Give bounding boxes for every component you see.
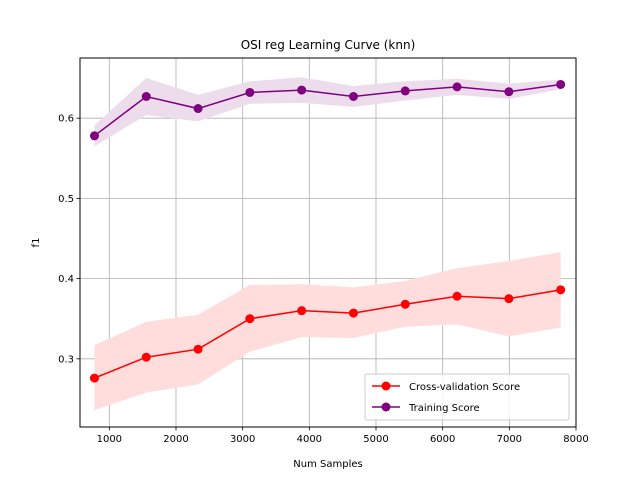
x-tick-label: 3000 <box>230 434 255 445</box>
cross-validation-score-point <box>141 352 151 362</box>
cross-validation-score-point <box>193 344 203 354</box>
legend-label-training: Training Score <box>408 403 480 414</box>
y-axis-label: f1 <box>31 238 42 248</box>
cross-validation-score-point <box>348 308 358 318</box>
cross-validation-score-point <box>297 306 307 316</box>
legend: Cross-validation Score Training Score <box>364 373 570 421</box>
cross-validation-score-point <box>504 294 514 304</box>
y-tick-label: 0.4 <box>58 274 74 285</box>
cross-validation-score-point <box>452 291 462 301</box>
x-tick-label: 1000 <box>97 434 122 445</box>
y-tick-label: 0.5 <box>58 194 74 205</box>
plot-area <box>79 57 577 428</box>
legend-marker-training <box>381 402 391 412</box>
cross-validation-score-point <box>89 373 99 383</box>
x-tick-label: 5000 <box>363 434 388 445</box>
training-score-point <box>452 82 462 92</box>
training-score-point <box>297 85 307 95</box>
y-tick-label: 0.6 <box>58 114 74 125</box>
series-lines <box>94 83 561 379</box>
training-score-point <box>141 92 151 102</box>
training-score-point <box>193 104 203 114</box>
x-tick-label: 7000 <box>497 434 522 445</box>
cross-validation-score-point <box>400 299 410 309</box>
score-bands <box>94 77 561 411</box>
training-score-point <box>245 87 255 97</box>
legend-box <box>364 373 570 421</box>
legend-label-cross-validation: Cross-validation Score <box>409 382 520 393</box>
y-tick-label: 0.3 <box>58 354 74 365</box>
y-axis-ticks: 0.3 0.4 0.5 0.6 <box>58 114 80 365</box>
training-score-point <box>89 131 99 141</box>
x-axis-label: Num Samples <box>293 459 362 470</box>
x-tick-label: 4000 <box>297 434 322 445</box>
training-score-point <box>348 92 358 102</box>
training-score-line <box>94 83 561 137</box>
training-score-point <box>556 79 566 89</box>
cross-validation-score-line <box>94 289 561 379</box>
x-tick-label: 2000 <box>163 434 188 445</box>
training-score-band <box>94 77 561 147</box>
training-score-point <box>504 87 514 97</box>
x-tick-label: 8000 <box>563 434 588 445</box>
cross-validation-score-band <box>94 252 561 411</box>
cross-validation-score-point <box>245 314 255 324</box>
chart-title: OSI reg Learning Curve (knn) <box>241 38 416 52</box>
series-markers <box>89 79 566 383</box>
cross-validation-score-point <box>556 285 566 295</box>
x-tick-label: 6000 <box>430 434 455 445</box>
training-score-point <box>400 86 410 96</box>
legend-marker-cross-validation <box>381 381 391 391</box>
x-axis-ticks: 1000 2000 3000 4000 5000 6000 7000 8000 <box>97 427 589 445</box>
plot-frame <box>79 57 577 428</box>
